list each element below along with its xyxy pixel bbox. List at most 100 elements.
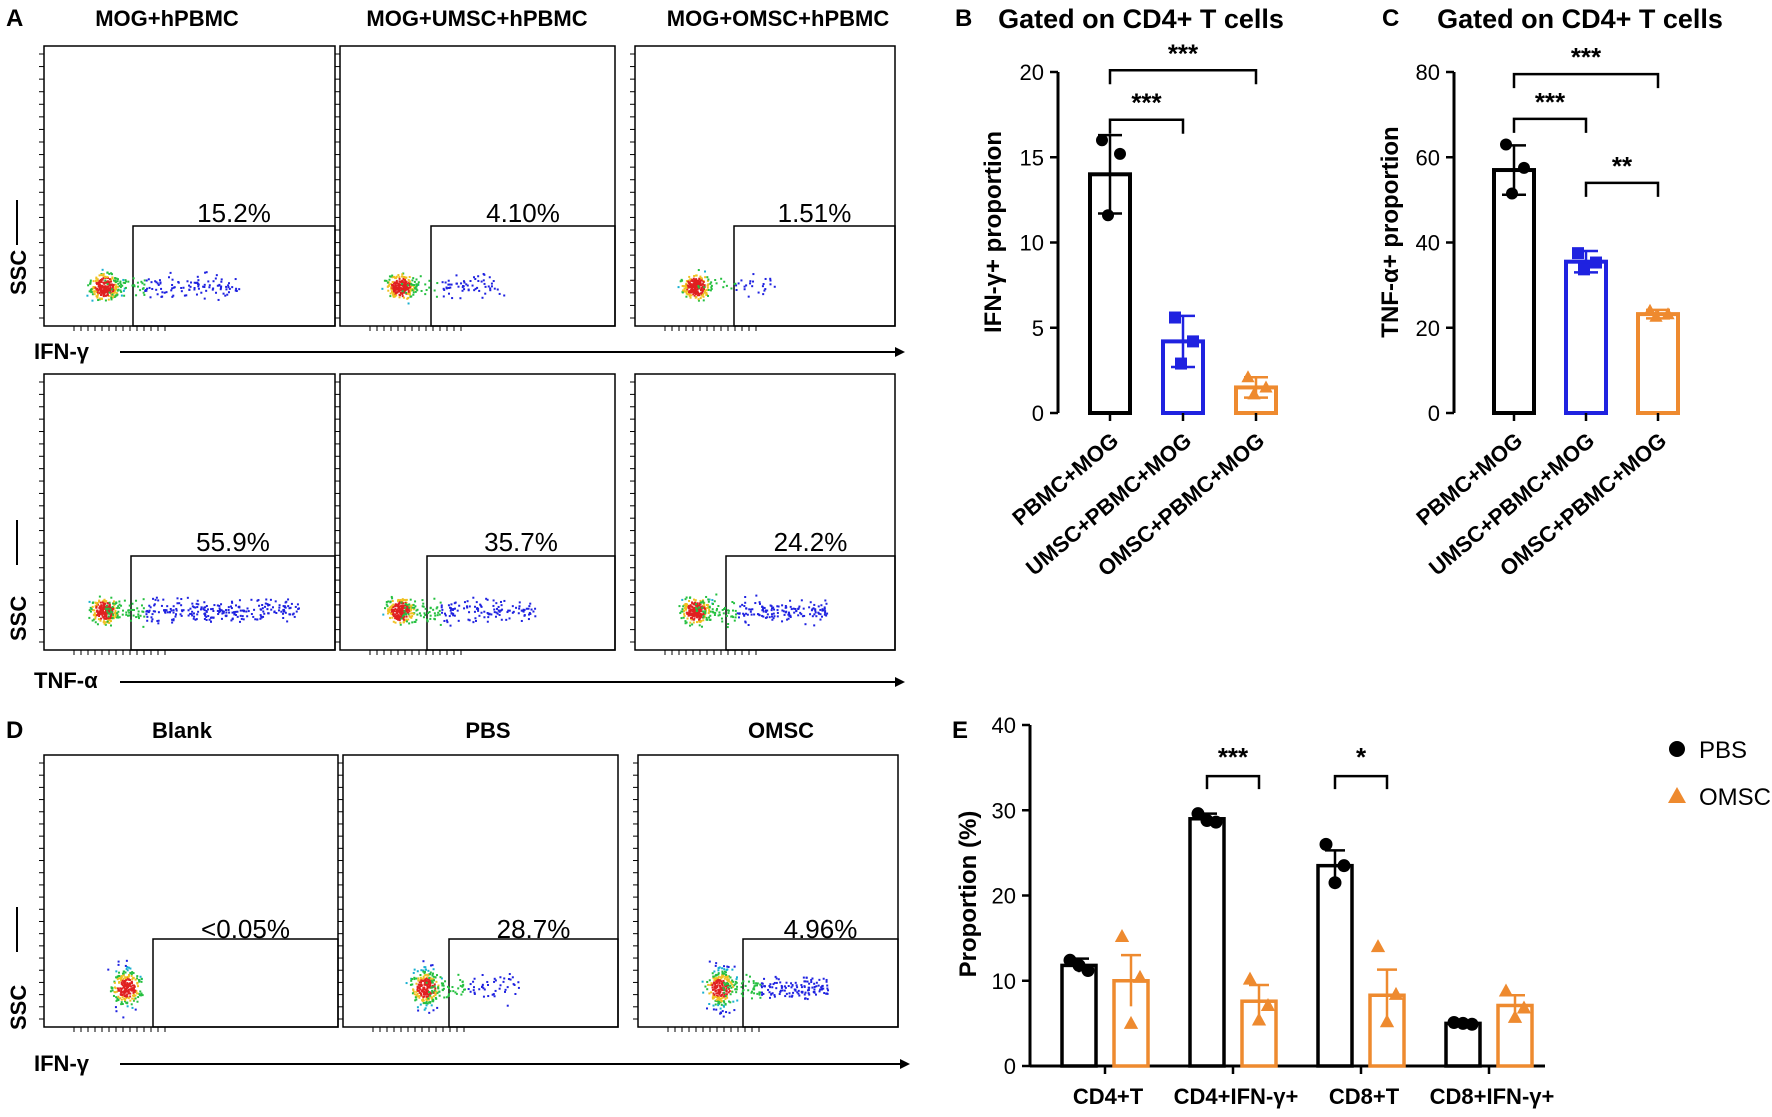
flow-dot bbox=[722, 979, 725, 982]
flow-dot bbox=[92, 601, 95, 604]
flow-dot bbox=[412, 613, 415, 616]
flow-dot bbox=[693, 274, 696, 277]
flow-dot bbox=[129, 985, 132, 988]
flow-dot bbox=[289, 606, 292, 609]
flow-dot bbox=[197, 279, 200, 282]
flow-dot bbox=[737, 282, 740, 285]
flow-dot bbox=[721, 996, 724, 999]
flow-dot bbox=[704, 289, 707, 292]
flow-dot bbox=[682, 605, 685, 608]
flow-dot bbox=[115, 285, 118, 288]
flow-dot bbox=[200, 606, 203, 609]
flow-dot bbox=[714, 1003, 717, 1006]
flow-dot bbox=[727, 975, 730, 978]
flow-dot bbox=[705, 289, 708, 292]
flow-dot bbox=[709, 618, 712, 621]
flow-dot bbox=[701, 286, 704, 289]
flow-dot bbox=[423, 966, 426, 969]
flow-dot bbox=[95, 290, 98, 293]
flow-dot bbox=[465, 605, 468, 608]
flow-dot bbox=[720, 1003, 723, 1006]
flow-dot bbox=[124, 998, 127, 1001]
flow-dot bbox=[195, 618, 198, 621]
y-tick-label: 0 bbox=[1428, 401, 1440, 426]
flow-dot bbox=[720, 617, 723, 620]
flow-dot bbox=[472, 986, 475, 989]
flow-dot bbox=[442, 295, 445, 298]
flow-dot bbox=[104, 621, 107, 624]
flow-dot bbox=[715, 1008, 718, 1011]
flow-dot bbox=[809, 601, 812, 604]
flow-dot bbox=[429, 614, 432, 617]
flow-dot bbox=[779, 990, 782, 993]
flow-row-ifng-a: MOG+hPBMC MOG+UMSC+hPBMC MOG+OMSC+hPBMC … bbox=[6, 6, 905, 364]
chart-e-ylabel: Proportion (%) bbox=[955, 811, 982, 978]
flow-dot bbox=[771, 607, 774, 610]
flow-dot bbox=[762, 607, 765, 610]
flow-dot bbox=[149, 296, 152, 299]
flow-dot bbox=[431, 989, 434, 992]
flow-dot bbox=[210, 608, 213, 611]
flow-dot bbox=[769, 986, 772, 989]
flow-dot bbox=[158, 279, 161, 282]
flow-dot bbox=[685, 603, 688, 606]
flow-gate-percent: 28.7% bbox=[497, 914, 571, 944]
flow-dot bbox=[114, 286, 117, 289]
flow-dot bbox=[117, 288, 120, 291]
y-tick-label: 30 bbox=[992, 798, 1016, 823]
flow-dot bbox=[231, 611, 234, 614]
flow-dot bbox=[87, 284, 90, 287]
flow-dot bbox=[430, 964, 433, 967]
flow-dot bbox=[810, 981, 813, 984]
flow-dot bbox=[164, 610, 167, 613]
flow-dot bbox=[688, 290, 691, 293]
flow-dot bbox=[431, 964, 434, 967]
flow-dot bbox=[427, 990, 430, 993]
flow-dot bbox=[403, 598, 406, 601]
flow-dot bbox=[705, 293, 708, 296]
flow-gate bbox=[448, 938, 619, 1028]
flow-dot bbox=[813, 603, 816, 606]
flow-dot bbox=[225, 611, 228, 614]
flow-dot bbox=[396, 286, 399, 289]
flow-dot bbox=[415, 982, 418, 985]
flow-dot bbox=[702, 615, 705, 618]
flow-dot bbox=[165, 291, 168, 294]
flow-dot bbox=[436, 992, 439, 995]
flow-dot bbox=[116, 607, 119, 610]
flow-dot bbox=[427, 983, 430, 986]
flow-dot bbox=[460, 993, 463, 996]
flow-dot bbox=[92, 609, 95, 612]
flow-dot bbox=[98, 288, 101, 291]
flow-dot bbox=[695, 285, 698, 288]
flow-dot bbox=[702, 295, 705, 298]
flow-dot bbox=[740, 279, 743, 282]
flow-dot bbox=[395, 279, 398, 282]
flow-dot bbox=[104, 607, 107, 610]
flow-dot bbox=[89, 279, 92, 282]
flow-dot bbox=[758, 991, 761, 994]
flow-dot bbox=[495, 602, 498, 605]
flow-dot bbox=[708, 992, 711, 995]
flow-dot bbox=[391, 281, 394, 284]
flow-dot bbox=[172, 609, 175, 612]
flow-dot bbox=[297, 607, 300, 610]
flow-dot bbox=[420, 994, 423, 997]
flow-dot bbox=[744, 596, 747, 599]
flow-dot bbox=[406, 284, 409, 287]
flow-dot bbox=[90, 291, 93, 294]
flow-dot bbox=[413, 287, 416, 290]
flow-dot bbox=[688, 609, 691, 612]
flow-dot bbox=[466, 606, 469, 609]
flow-dot bbox=[725, 990, 728, 993]
flow-dot bbox=[718, 984, 721, 987]
flow-dot bbox=[126, 969, 129, 972]
flow-dot bbox=[108, 278, 111, 281]
flow-dot bbox=[730, 986, 733, 989]
flow-dot bbox=[395, 284, 398, 287]
flow-dot bbox=[425, 1001, 428, 1004]
flow-dot bbox=[820, 988, 823, 991]
flow-dot bbox=[743, 605, 746, 608]
flow-dot bbox=[677, 286, 680, 289]
flow-dot bbox=[724, 998, 727, 1001]
